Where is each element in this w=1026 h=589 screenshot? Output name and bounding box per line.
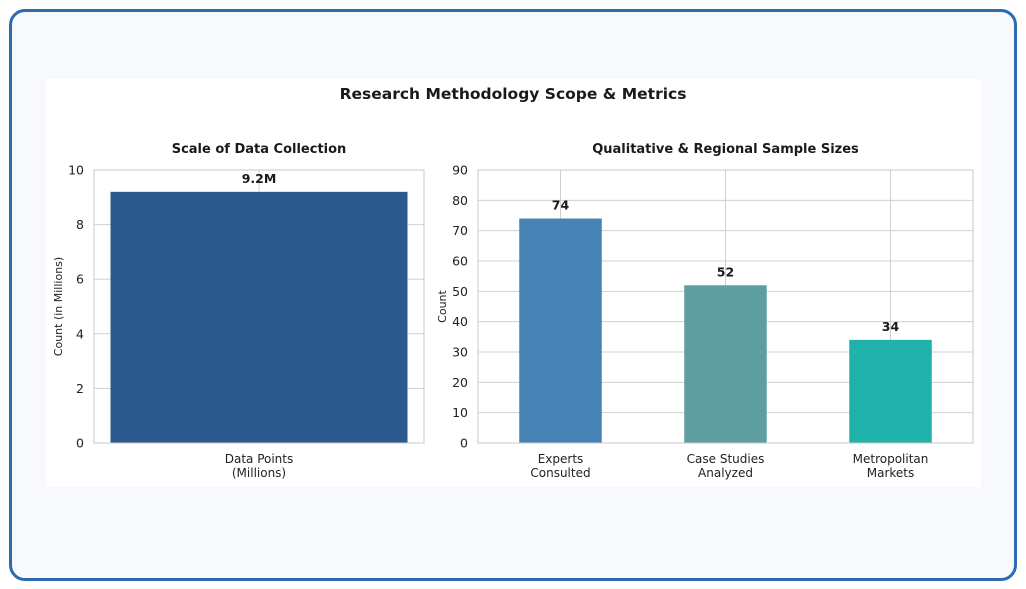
chart2-bar	[849, 339, 932, 443]
chart1-ytick-label: 10	[68, 163, 84, 178]
chart2-ylabel: Count	[436, 289, 449, 322]
chart1-xtick-label: Data Points (Millions)	[225, 452, 294, 480]
chart2-xtick-label: Metropolitan Markets	[853, 452, 929, 480]
chart2-value-label: 34	[882, 319, 900, 334]
chart1-axes-frame	[93, 169, 425, 444]
chart2-ytick-label: 90	[452, 163, 468, 178]
chart2-value-label: 52	[717, 264, 734, 279]
chart2-ytick-label: 20	[452, 375, 468, 390]
chart1-ytick-label: 6	[76, 272, 84, 287]
chart2-ytick-label: 50	[452, 284, 468, 299]
chart1-ytick-label: 8	[76, 217, 84, 232]
chart2-value-label: 74	[552, 198, 570, 213]
chart1-value-label: 9.2M	[242, 171, 277, 186]
chart2-ytick-label: 70	[452, 223, 468, 238]
chart1-ytick-label: 0	[76, 436, 84, 451]
chart2-axes-frame	[477, 169, 974, 444]
chart2-xtick-label: Experts Consulted	[530, 452, 590, 480]
chart1-title: Scale of Data Collection	[172, 142, 347, 157]
chart1-ytick-label: 2	[76, 381, 84, 396]
chart2-ytick-label: 40	[452, 314, 468, 329]
chart1-bar	[110, 191, 408, 443]
chart2-ytick-label: 10	[452, 405, 468, 420]
chart2-title: Qualitative & Regional Sample Sizes	[592, 142, 859, 157]
chart2-ytick-label: 60	[452, 254, 468, 269]
chart1-ylabel: Count (in Millions)	[52, 257, 65, 356]
chart2-xtick-label: Case Studies Analyzed	[687, 452, 765, 480]
figure-title: Research Methodology Scope & Metrics	[340, 85, 687, 103]
chart2-ytick-label: 0	[460, 436, 468, 451]
chart1-ytick-label: 4	[76, 326, 84, 341]
chart2-ytick-label: 80	[452, 193, 468, 208]
chart2-bar	[519, 218, 602, 443]
chart2-bar	[684, 285, 767, 443]
chart2-ytick-label: 30	[452, 345, 468, 360]
